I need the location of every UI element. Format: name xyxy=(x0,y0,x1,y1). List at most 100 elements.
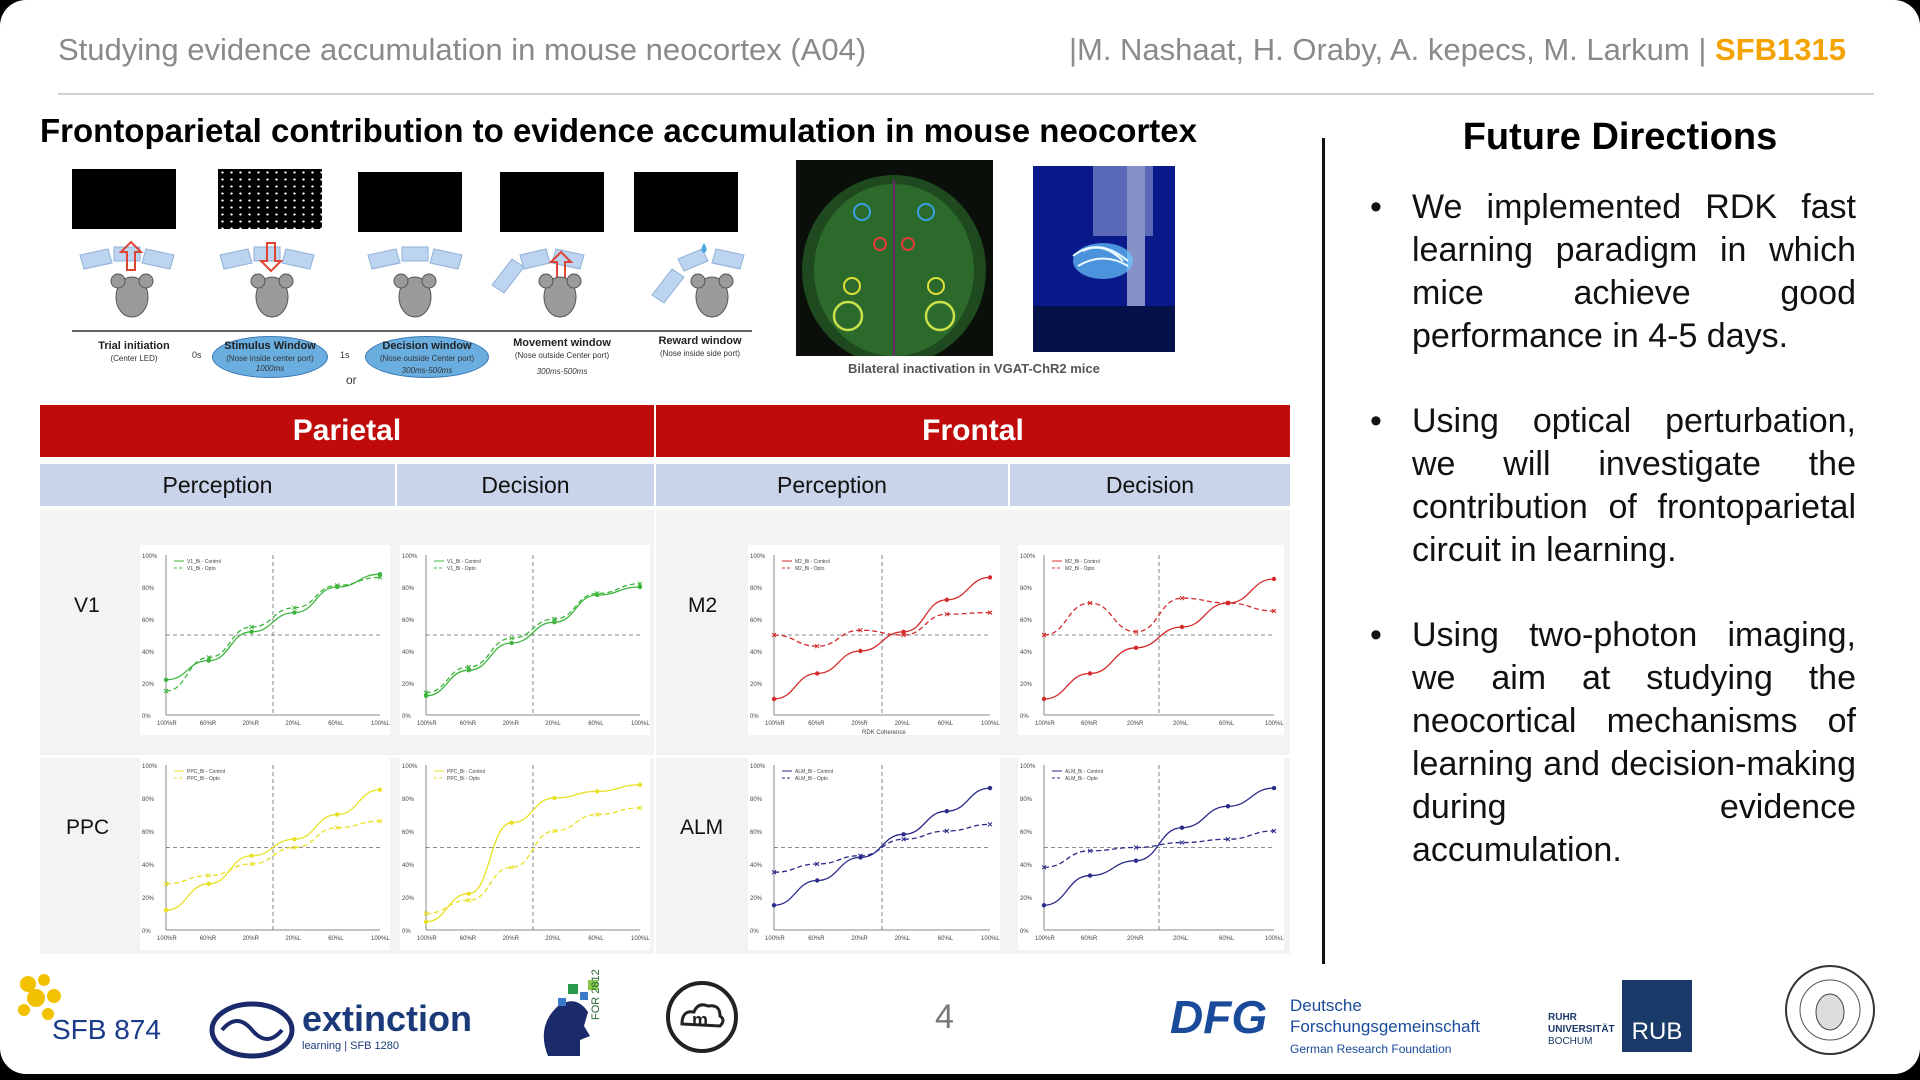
data-point-opto xyxy=(987,610,993,615)
stimulus-window-time: 1000ms xyxy=(255,364,285,373)
y-tick-label: 100% xyxy=(750,554,766,560)
legend-label: PPC_Bi - Control xyxy=(187,769,225,775)
x-tick-label: 100%L xyxy=(371,721,390,727)
x-tick-label: 20%L xyxy=(545,936,561,942)
sfb874-text: SFB 874 xyxy=(52,1014,161,1045)
y-tick-label: 0% xyxy=(750,714,759,720)
data-point-opto xyxy=(1271,828,1277,834)
for2812-logo-icon xyxy=(543,980,598,1056)
data-point xyxy=(944,809,949,814)
psychometric-plot-svg: 100% 80% 60% 40% 20% 0% 100%R 60%R 20%R 20%L 60%L 1… xyxy=(750,764,1000,942)
data-point xyxy=(249,629,254,634)
x-tick-label: 100%R xyxy=(1035,721,1055,727)
y-tick-label: 80% xyxy=(402,586,415,592)
y-tick-label: 80% xyxy=(750,586,763,592)
data-point-opto xyxy=(1087,848,1093,854)
y-tick-label: 40% xyxy=(142,863,155,869)
x-tick-label: 60%L xyxy=(1219,721,1235,727)
data-point-opto xyxy=(1041,864,1047,870)
x-tick-label: 100%L xyxy=(371,936,390,942)
data-point xyxy=(815,671,820,676)
psychometric-plot-svg: 100% 80% 60% 40% 20% 0% 100%R 60%R 20%R 20%L 60%L 1… xyxy=(402,764,650,942)
parietal-header: Parietal xyxy=(40,405,654,457)
data-point xyxy=(335,812,340,817)
data-point-opto xyxy=(901,632,906,638)
plot-ppc-perception: 100% 80% 60% 40% 20% 0% 100%R 60%R 20%R 20%L 60%L 1… xyxy=(140,755,390,950)
y-tick-label: 20% xyxy=(402,896,415,902)
data-point-opto xyxy=(206,873,212,878)
plot-m2-decision: 100% 80% 60% 40% 20% 0% 100%R 60%R 20%R 20%L 60%L 1… xyxy=(1018,545,1284,735)
trial-initiation-sub: (Center LED) xyxy=(110,354,158,363)
stimulus-window-label: Stimulus Window xyxy=(224,340,316,352)
data-point-opto xyxy=(552,616,557,622)
data-point xyxy=(1041,903,1047,908)
authors-text: |M. Nashaat, H. Oraby, A. kepecs, M. Lar… xyxy=(1068,32,1707,67)
data-point-opto xyxy=(206,655,212,660)
dfg-line2: Forschungsgemeinschaft xyxy=(1290,1017,1480,1036)
data-point-opto xyxy=(814,861,820,867)
data-point xyxy=(1271,576,1277,582)
data-point xyxy=(423,693,429,698)
frontal-decision-header: Decision xyxy=(1010,464,1290,506)
x-tick-label: 100%R xyxy=(765,936,785,942)
data-point xyxy=(1271,785,1277,791)
data-point xyxy=(552,795,557,801)
data-point-opto xyxy=(163,881,169,887)
data-point xyxy=(1087,671,1093,676)
legend-label: M2_Bi - Opto xyxy=(795,566,825,572)
bullet-dot-icon: • xyxy=(1370,616,1382,654)
y-tick-label: 20% xyxy=(402,682,415,688)
decision-window-time: 300ms-500ms xyxy=(401,366,453,375)
plot-alm-perception: 100% 80% 60% 40% 20% 0% 100%R 60%R 20%R 20%L 60%L 1… xyxy=(748,755,1000,950)
data-point xyxy=(987,785,993,791)
x-tick-label: 20%L xyxy=(1173,721,1189,727)
y-tick-label: 40% xyxy=(750,650,763,656)
data-point-opto xyxy=(334,825,340,831)
x-tick-label: 100%L xyxy=(631,936,650,942)
data-point xyxy=(163,908,169,913)
data-point xyxy=(595,789,600,794)
legend-label: V1_Bi - Opto xyxy=(447,566,476,572)
data-point-opto xyxy=(637,805,643,811)
series-line xyxy=(1043,597,1275,636)
data-point xyxy=(1133,645,1139,650)
bullet-dot-icon: • xyxy=(1370,402,1382,440)
legend-label: PPC_Bi - Opto xyxy=(187,776,220,782)
data-point-opto xyxy=(292,605,297,611)
inactivation-caption: Bilateral inactivation in VGAT-ChR2 mice xyxy=(848,361,1100,376)
y-tick-label: 0% xyxy=(1020,929,1029,935)
legend-label: PPC_Bi - Opto xyxy=(447,776,480,782)
data-point-opto xyxy=(377,575,383,580)
y-tick-label: 80% xyxy=(142,586,155,592)
data-point xyxy=(377,787,383,792)
plot-v1-decision: 100% 80% 60% 40% 20% 0% 100%R 60%R 20%R 20%L 60%L 1… xyxy=(400,545,650,735)
legend-label: V1_Bi - Control xyxy=(187,559,221,565)
bullet-text: We implemented RDK fast learning paradig… xyxy=(1412,188,1856,355)
data-point xyxy=(249,853,254,858)
cloud-m-logo-icon: m xyxy=(666,981,738,1053)
sfb-label: SFB1315 xyxy=(1715,32,1846,67)
x-axis-label: RDK Coherence xyxy=(862,730,906,735)
y-tick-label: 100% xyxy=(142,764,158,770)
vertical-divider xyxy=(1322,138,1325,964)
y-tick-label: 80% xyxy=(142,797,155,803)
y-tick-label: 100% xyxy=(402,764,418,770)
legend-label: ALM_Bi - Control xyxy=(795,769,833,775)
stimulus-window-sub: (Nose inside center port) xyxy=(226,354,314,363)
optogenetics-setup-image xyxy=(1033,166,1175,352)
rub-logo: RUB xyxy=(1622,980,1692,1052)
series-line xyxy=(425,583,641,694)
screen-blank-1 xyxy=(72,169,176,229)
main-title: Frontoparietal contribution to evidence … xyxy=(40,112,1197,149)
y-tick-label: 40% xyxy=(402,650,415,656)
x-tick-label: 60%R xyxy=(1081,936,1098,942)
x-tick-label: 60%L xyxy=(588,721,604,727)
y-tick-label: 20% xyxy=(750,896,763,902)
data-point-opto xyxy=(377,818,383,824)
y-tick-label: 80% xyxy=(1020,797,1033,803)
series-line xyxy=(165,789,381,911)
series-line xyxy=(165,573,381,681)
data-point-opto xyxy=(466,664,472,670)
legend-label: ALM_Bi - Opto xyxy=(795,776,828,782)
y-tick-label: 20% xyxy=(750,682,763,688)
